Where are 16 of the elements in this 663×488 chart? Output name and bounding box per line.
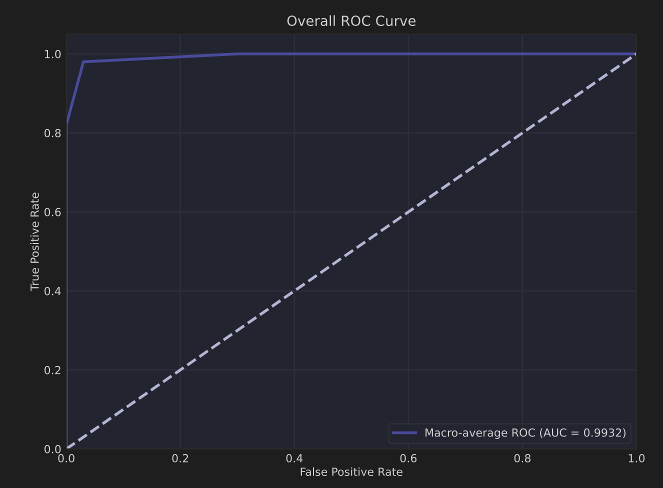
y-tick-label: 1.0 <box>44 50 61 58</box>
x-axis-title: False Positive Rate <box>300 467 402 476</box>
legend-label: Macro-average ROC (AUC = 0.9932) <box>426 428 626 439</box>
x-tick-label: 0.6 <box>400 454 417 462</box>
y-tick-label: 0.2 <box>44 366 60 374</box>
x-tick-label: 0.4 <box>286 454 303 462</box>
x-tick-label: 0.8 <box>514 454 531 462</box>
y-tick-label: 0.0 <box>44 444 61 454</box>
y-tick-label: 0.4 <box>44 286 61 296</box>
chart-title: Overall ROC Curve <box>287 15 416 26</box>
x-tick-label: 1.0 <box>628 454 645 462</box>
y-axis-title: True Positive Rate <box>30 192 39 292</box>
x-tick-label: 0.0 <box>58 454 74 462</box>
y-tick-label: 0.8 <box>44 128 61 138</box>
y-tick-label: 0.6 <box>44 208 61 216</box>
x-tick-label: 0.2 <box>172 454 188 462</box>
